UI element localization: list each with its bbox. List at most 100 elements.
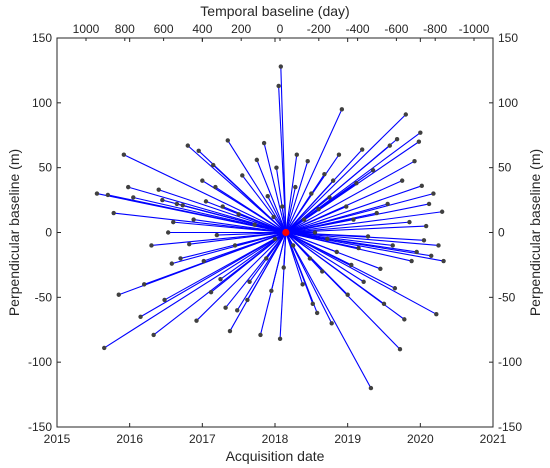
acquisition-point	[312, 230, 318, 235]
acquisition-point	[211, 162, 216, 168]
acquisition-point	[102, 345, 107, 351]
acquisition-point	[261, 140, 267, 146]
acquisition-point	[276, 83, 281, 89]
acquisition-point	[264, 256, 269, 261]
acquisition-point	[374, 210, 379, 216]
baseline-line	[285, 149, 363, 233]
acquisition-point	[397, 347, 403, 352]
y-tick-label-left: -50	[35, 290, 53, 304]
acquisition-point	[142, 282, 147, 287]
baseline-line	[285, 193, 434, 234]
acquisition-point	[274, 165, 279, 170]
y-tick-label-right: -100	[498, 355, 522, 369]
acquisition-point	[429, 253, 434, 259]
acquisition-point	[409, 258, 414, 264]
acquisition-point	[227, 328, 233, 334]
baseline-line	[285, 132, 421, 233]
baseline-line	[256, 159, 287, 233]
acquisition-point	[423, 223, 429, 229]
y-tick-label-right: 0	[498, 226, 505, 240]
acquisition-point	[387, 143, 393, 148]
acquisition-point	[431, 191, 436, 196]
acquisition-point	[201, 258, 206, 264]
baseline-line	[173, 221, 286, 234]
acquisition-point	[121, 152, 127, 157]
acquisition-point	[310, 301, 315, 307]
baseline-line	[285, 231, 381, 270]
acquisition-point	[293, 184, 298, 190]
x-tick-label: 2017	[189, 432, 216, 446]
acquisition-point	[305, 158, 310, 164]
baseline-line	[158, 189, 287, 234]
acquisition-point	[322, 171, 327, 177]
master-point	[282, 228, 290, 237]
top-tick-label: 800	[115, 22, 135, 36]
acquisition-point	[223, 305, 228, 310]
acquisition-point	[220, 204, 225, 209]
acquisition-point	[235, 308, 240, 313]
acquisition-point	[180, 203, 185, 208]
acquisition-point	[174, 201, 180, 207]
acquisition-point	[300, 282, 305, 287]
acquisition-point	[334, 249, 339, 255]
top-tick-label: -800	[423, 22, 447, 36]
acquisition-point	[247, 279, 252, 284]
baseline-line	[285, 232, 364, 283]
acquisition-point	[271, 214, 276, 220]
acquisition-point	[258, 332, 263, 338]
acquisition-point	[252, 222, 257, 227]
baseline-line	[189, 231, 286, 245]
acquisition-point	[290, 243, 296, 248]
baseline-line	[196, 232, 287, 322]
x-tick-label: 2019	[334, 432, 361, 446]
y-tick-label-left: 50	[39, 161, 53, 175]
acquisition-point	[439, 209, 445, 214]
baseline-line	[283, 232, 287, 268]
x-tick-label: 2020	[407, 432, 434, 446]
acquisition-point	[245, 297, 250, 303]
baseline-line	[263, 142, 287, 233]
acquisition-point	[436, 243, 441, 248]
acquisition-point	[419, 183, 424, 189]
baseline-line	[267, 195, 287, 233]
x-tick-label: 2021	[480, 432, 507, 446]
acquisition-point	[111, 210, 116, 216]
acquisition-point	[236, 212, 241, 217]
baseline-line	[285, 231, 444, 262]
acquisition-point	[320, 269, 325, 274]
baseline-line	[285, 232, 437, 315]
y-tick-label-right: -50	[498, 290, 516, 304]
baseline-line	[234, 231, 287, 246]
acquisition-point	[330, 178, 336, 183]
top-tick-label: 400	[192, 22, 212, 36]
acquisition-point	[344, 204, 349, 209]
y-tick-label-right: 100	[498, 96, 518, 110]
acquisition-point	[394, 136, 400, 142]
acquisition-point	[414, 249, 419, 255]
acquisition-point	[360, 147, 365, 152]
acquisition-point	[361, 279, 366, 284]
acquisition-point	[336, 152, 342, 157]
acquisition-point	[280, 204, 285, 209]
y-tick-label-left: -100	[28, 355, 52, 369]
acquisition-point	[196, 148, 201, 154]
baseline-line	[285, 211, 443, 234]
acquisition-point	[421, 238, 427, 243]
baseline-line	[254, 224, 287, 234]
baseline-line	[210, 232, 287, 293]
baseline-line	[285, 141, 420, 233]
baseline-line	[227, 140, 287, 233]
y-tick-label-left: 100	[32, 96, 52, 110]
acquisition-point	[281, 265, 286, 270]
y-axis-label-right: Perpendicular baseline (m)	[527, 149, 543, 316]
x-tick-label: 2018	[262, 432, 289, 446]
acquisition-point	[441, 258, 446, 264]
baseline-line	[285, 231, 439, 247]
acquisition-point	[368, 385, 374, 391]
acquisition-point	[185, 143, 190, 148]
baseline-line	[203, 231, 287, 262]
acquisition-point	[203, 199, 209, 204]
acquisition-point	[225, 138, 230, 143]
acquisition-point	[378, 266, 383, 272]
